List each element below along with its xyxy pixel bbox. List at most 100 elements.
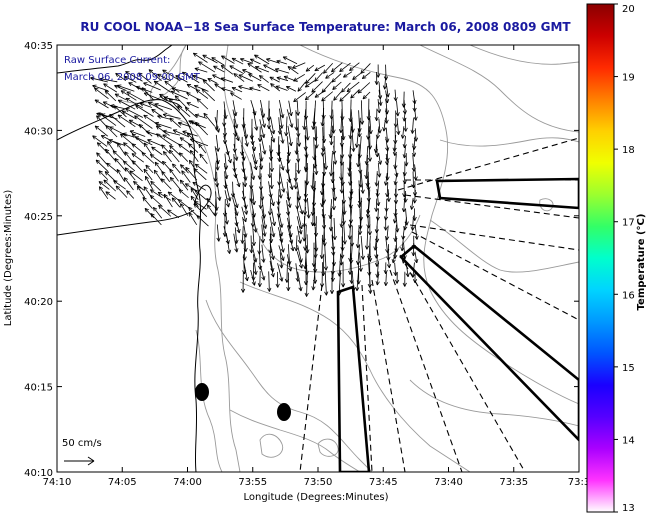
current-arrow [409,197,415,210]
current-arrow [174,95,188,109]
current-arrow [413,107,418,121]
current-arrow [161,171,171,183]
current-arrow [194,189,207,201]
current-arrow [278,152,285,171]
current-arrow [109,126,128,137]
current-arrow [293,92,306,103]
current-arrow [261,216,267,237]
current-arrow [297,271,303,292]
current-arrow [160,178,172,190]
bathymetry-contour [223,45,421,273]
current-arrow [144,207,155,219]
current-arrow [271,208,277,226]
current-arrow [286,109,294,128]
current-arrow [199,153,208,164]
current-arrow [350,89,360,99]
current-arrow [233,143,239,161]
current-arrow [259,119,266,139]
current-arrow [333,91,342,101]
current-arrow [269,76,280,83]
current-arrow [150,180,162,192]
current-arrow [153,80,172,93]
current-arrow [143,168,153,181]
current-arrow [279,252,284,269]
current-arrow [346,81,360,93]
current-arrow [185,166,198,181]
current-arrow [279,127,285,144]
current-arrow [172,129,190,138]
current-arrow [302,109,307,130]
current-arrow [254,54,270,65]
current-arrow [392,144,397,156]
current-arrow [145,130,163,137]
current-arrow [207,78,218,84]
current-arrow [186,102,199,109]
y-axis-label: Latitude (Degrees:Minutes) [3,190,14,327]
current-arrow [117,142,126,156]
survey-boxes [336,177,579,472]
current-arrow [90,76,108,83]
current-arrow [114,158,127,172]
current-arrow [190,187,199,201]
current-arrow [267,271,272,292]
current-arrow [99,77,118,83]
current-arrow [269,172,274,189]
current-arrow [224,207,229,225]
current-arrow [125,108,144,118]
current-arrow [189,150,199,162]
current-arrow [386,251,392,269]
bathymetry-contour [149,45,241,472]
current-arrow [94,87,109,100]
current-arrow [305,73,316,84]
surface-current-field [90,52,419,297]
current-arrow [141,152,155,164]
current-arrow [233,73,245,82]
current-arrow [105,191,116,200]
colorbar-tick-label: 15 [622,363,635,374]
current-arrow [98,112,117,126]
x-axis-ticks: 74:10 74:05 74:00 73:55 73:50 73:45 73:40 73:35… [43,45,590,488]
current-arrow [216,224,221,242]
x-tick-label: 73:40 [434,477,463,488]
current-arrow [269,260,275,278]
annotation-line-2: March 06, 2008 09:00 GMT [64,72,201,83]
current-arrow [109,113,126,128]
current-arrow [195,89,209,99]
current-arrow [259,262,266,281]
current-arrow [296,153,301,174]
x-tick-label: 73:3 [568,477,590,488]
current-arrow [198,143,207,154]
current-arrow [230,92,242,100]
current-arrow [276,59,287,65]
current-arrow [286,86,297,92]
current-arrow [181,170,191,183]
current-arrow [226,233,232,254]
current-arrow [177,105,191,117]
current-arrow [125,97,143,109]
current-arrow [147,101,164,111]
current-arrow [386,189,391,202]
current-arrow [206,204,216,216]
current-arrow [224,190,230,208]
current-arrow [143,142,152,155]
current-arrow [202,54,218,64]
current-arrow [296,127,302,147]
current-arrow [355,269,360,292]
current-arrow [178,189,189,199]
current-arrow [329,272,335,294]
bathymetry-contour [317,438,339,457]
current-arrow [368,271,373,294]
bathymetry-contour [539,198,554,212]
current-arrow [116,169,126,182]
current-arrow [125,71,143,82]
bathymetry-contour [439,137,579,147]
current-arrow [296,182,302,201]
current-arrow [163,193,173,208]
current-arrow [376,99,382,114]
current-arrow [323,63,334,74]
current-arrow [115,72,127,82]
current-arrow [203,112,215,127]
current-arrow [263,64,278,73]
current-arrow [221,87,233,93]
current-arrow [242,69,252,75]
